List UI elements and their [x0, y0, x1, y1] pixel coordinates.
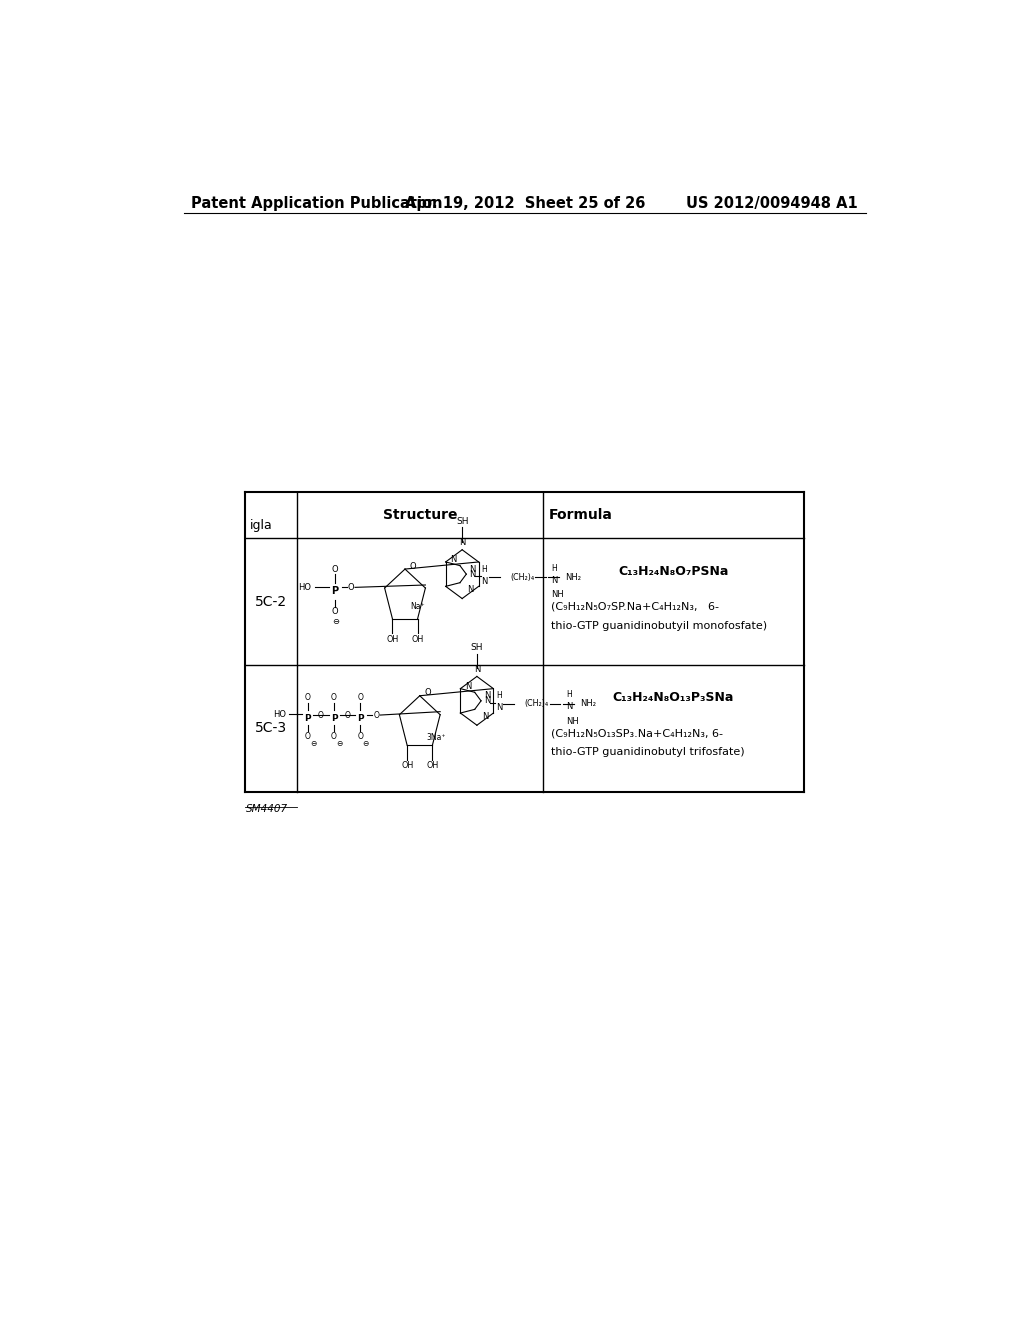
Text: OH: OH: [401, 762, 414, 771]
Text: N: N: [566, 702, 572, 711]
Text: N: N: [469, 565, 475, 574]
Text: OH: OH: [426, 762, 438, 771]
Text: (CH₂)₄: (CH₂)₄: [524, 700, 549, 709]
Text: O: O: [331, 693, 337, 702]
Text: N: N: [465, 682, 471, 692]
Text: O: O: [318, 710, 324, 719]
Text: O: O: [373, 710, 379, 719]
Text: igla: igla: [250, 519, 272, 532]
Text: HO: HO: [298, 583, 311, 591]
Text: O: O: [305, 731, 311, 741]
Text: N: N: [551, 576, 558, 585]
Text: 3Na⁺: 3Na⁺: [426, 733, 445, 742]
Text: thio-GTP guanidinobutyil monofosfate): thio-GTP guanidinobutyil monofosfate): [551, 620, 767, 631]
Text: P: P: [304, 714, 311, 722]
Text: ⊖: ⊖: [310, 739, 316, 748]
Text: NH₂: NH₂: [581, 700, 596, 709]
Text: O: O: [332, 565, 339, 574]
Text: SH: SH: [456, 517, 468, 525]
Text: HO: HO: [272, 710, 286, 718]
Text: Apr. 19, 2012  Sheet 25 of 26: Apr. 19, 2012 Sheet 25 of 26: [404, 195, 645, 211]
Text: N: N: [481, 577, 487, 586]
Text: P: P: [331, 714, 337, 722]
Text: O: O: [357, 731, 364, 741]
Text: N: N: [451, 556, 457, 565]
Text: ⊖: ⊖: [362, 739, 369, 748]
Text: C₁₃H₂₄N₈O₇PSNa: C₁₃H₂₄N₈O₇PSNa: [618, 565, 729, 578]
Text: H: H: [481, 565, 487, 574]
Text: O: O: [332, 607, 339, 616]
Text: thio-GTP guanidinobutyl trifosfate): thio-GTP guanidinobutyl trifosfate): [551, 747, 744, 758]
Text: N: N: [468, 585, 474, 594]
Text: H: H: [551, 564, 557, 573]
Text: NH₂: NH₂: [565, 573, 582, 582]
Text: Na⁺: Na⁺: [411, 602, 425, 611]
Text: ⊖: ⊖: [337, 739, 343, 748]
Text: SH: SH: [471, 643, 483, 652]
Text: N: N: [459, 539, 465, 548]
Text: N: N: [482, 711, 488, 721]
Text: O: O: [425, 688, 431, 697]
Text: US 2012/0094948 A1: US 2012/0094948 A1: [686, 195, 858, 211]
Text: H: H: [566, 690, 571, 700]
Text: ⊖: ⊖: [332, 618, 339, 627]
Text: P: P: [357, 714, 364, 722]
Text: N: N: [474, 665, 480, 673]
Text: OH: OH: [412, 635, 424, 644]
Text: NH: NH: [566, 717, 579, 726]
Text: O: O: [410, 561, 417, 570]
Text: Structure: Structure: [383, 508, 457, 521]
Text: O: O: [305, 693, 311, 702]
Text: O: O: [344, 710, 350, 719]
Text: P: P: [332, 586, 339, 597]
Text: SM4407: SM4407: [246, 804, 288, 814]
Text: O: O: [331, 731, 337, 741]
Text: O: O: [348, 583, 354, 591]
Text: N: N: [484, 697, 490, 705]
Text: C₁₃H₂₄N₈O₁₃P₃SNa: C₁₃H₂₄N₈O₁₃P₃SNa: [612, 692, 734, 705]
Text: N: N: [496, 704, 503, 713]
Text: Patent Application Publication: Patent Application Publication: [191, 195, 443, 211]
Text: Formula: Formula: [549, 508, 613, 521]
Text: H: H: [497, 692, 502, 700]
Text: N: N: [484, 692, 490, 700]
Text: (CH₂)₄: (CH₂)₄: [510, 573, 535, 582]
Text: N: N: [469, 570, 476, 578]
Text: OH: OH: [386, 635, 398, 644]
Text: (C₉H₁₂N₅O₁₃SP₃.Na+C₄H₁₂N₃, 6-: (C₉H₁₂N₅O₁₃SP₃.Na+C₄H₁₂N₃, 6-: [551, 729, 723, 738]
Text: 5C-2: 5C-2: [255, 594, 287, 609]
Text: (C₉H₁₂N₅O₇SP.Na+C₄H₁₂N₃,   6-: (C₉H₁₂N₅O₇SP.Na+C₄H₁₂N₃, 6-: [551, 602, 719, 611]
Text: 5C-3: 5C-3: [255, 721, 287, 735]
Text: O: O: [357, 693, 364, 702]
Text: NH: NH: [551, 590, 564, 599]
